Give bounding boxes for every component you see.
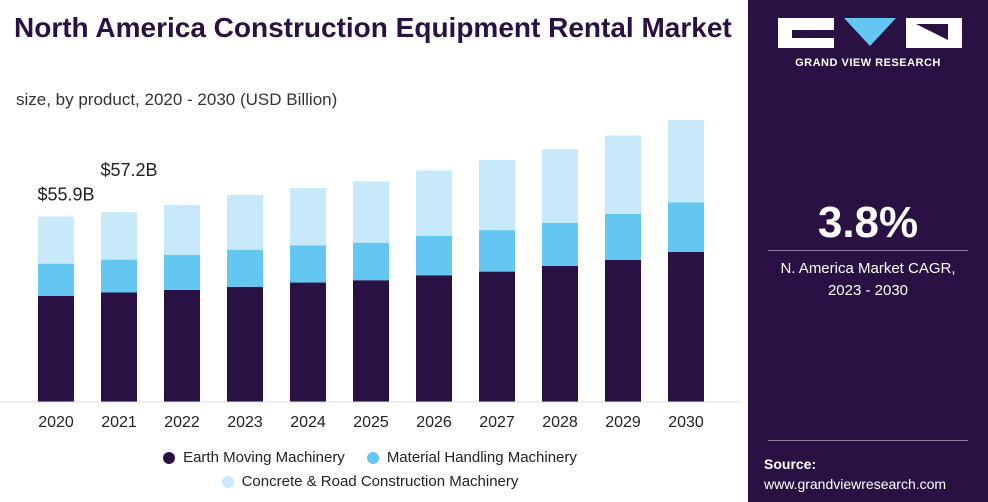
legend-row-2: Concrete & Road Construction Machinery — [0, 473, 740, 490]
bar-material-handling-2026 — [416, 235, 452, 276]
chart-title: North America Construction Equipment Ren… — [14, 12, 732, 43]
legend-label-material-handling: Material Handling Machinery — [386, 449, 577, 466]
x-tick-label-2020: 2020 — [38, 414, 74, 431]
bar-concrete-road-2027 — [479, 160, 515, 231]
bar-concrete-road-2022 — [164, 204, 200, 255]
grand-view-research-logo-icon — [778, 18, 962, 48]
legend-swatch-concrete-road — [221, 475, 234, 488]
source-title: Source: — [764, 456, 817, 472]
legend-swatch-earth-moving — [163, 451, 176, 464]
bar-earth-moving-2025 — [353, 280, 389, 402]
x-tick-label-2029: 2029 — [605, 414, 641, 431]
source-link[interactable]: www.grandviewresearch.com — [764, 476, 947, 492]
x-tick-label-2024: 2024 — [290, 414, 326, 431]
bar-material-handling-2025 — [353, 242, 389, 281]
cagr-divider — [768, 250, 968, 251]
legend-label-concrete-road: Concrete & Road Construction Machinery — [241, 473, 519, 490]
x-tick-label-2022: 2022 — [164, 414, 200, 431]
bar-material-handling-2028 — [542, 222, 578, 266]
bar-earth-moving-2027 — [479, 271, 515, 402]
x-tick-label-2021: 2021 — [101, 414, 137, 431]
bar-material-handling-2027 — [479, 230, 515, 272]
x-tick-label-2028: 2028 — [542, 414, 578, 431]
bar-material-handling-2030 — [668, 202, 704, 253]
bar-material-handling-2029 — [605, 213, 641, 260]
bar-material-handling-2023 — [227, 249, 263, 287]
bar-concrete-road-2024 — [290, 187, 326, 246]
legend-label-earth-moving: Earth Moving Machinery — [183, 449, 345, 466]
bar-concrete-road-2026 — [416, 170, 452, 236]
bar-material-handling-2021 — [101, 259, 137, 293]
bar-earth-moving-2029 — [605, 259, 641, 402]
data-label-2021: $57.2B — [100, 160, 157, 180]
legend-item-earth-moving: Earth Moving Machinery — [163, 449, 345, 466]
bar-concrete-road-2029 — [605, 135, 641, 214]
bar-earth-moving-2030 — [668, 252, 704, 402]
legend-swatch-material-handling — [366, 451, 379, 464]
bar-earth-moving-2024 — [290, 282, 326, 402]
x-tick-label-2030: 2030 — [668, 414, 704, 431]
bar-material-handling-2020 — [38, 263, 74, 296]
bar-concrete-road-2023 — [227, 194, 263, 250]
bar-concrete-road-2020 — [38, 216, 74, 264]
sidebar-panel: GRAND VIEW RESEARCH 3.8% N. America Mark… — [748, 0, 988, 502]
cagr-value: 3.8% — [817, 198, 919, 247]
source-divider — [768, 440, 968, 441]
bar-material-handling-2022 — [164, 254, 200, 290]
bar-earth-moving-2023 — [227, 286, 263, 402]
legend-item-concrete-road: Concrete & Road Construction Machinery — [221, 473, 519, 490]
x-tick-label-2025: 2025 — [353, 414, 389, 431]
bar-concrete-road-2030 — [668, 119, 704, 203]
x-tick-label-2027: 2027 — [479, 414, 515, 431]
data-label-2020: $55.9B — [37, 185, 94, 205]
bar-earth-moving-2028 — [542, 265, 578, 402]
cagr-label-line-1: N. America Market CAGR, — [780, 260, 956, 277]
stacked-bar-chart: 2020 2021 2022 2023 2024 2025 2026 2027 2028 2029… — [0, 119, 740, 431]
bar-earth-moving-2020 — [38, 295, 74, 402]
bar-earth-moving-2022 — [164, 289, 200, 402]
legend-row-1: Earth Moving Machinery Material Handling… — [0, 449, 740, 466]
cagr-label-line-2: 2023 - 2030 — [827, 282, 909, 299]
brand-name: GRAND VIEW RESEARCH — [795, 57, 941, 69]
x-tick-label-2026: 2026 — [416, 414, 452, 431]
legend-item-material-handling: Material Handling Machinery — [366, 449, 577, 466]
bar-earth-moving-2026 — [416, 275, 452, 402]
x-tick-label-2023: 2023 — [227, 414, 263, 431]
bar-concrete-road-2028 — [542, 149, 578, 223]
bar-material-handling-2024 — [290, 245, 326, 283]
bar-concrete-road-2025 — [353, 181, 389, 243]
bar-earth-moving-2021 — [101, 292, 137, 402]
bar-concrete-road-2021 — [101, 212, 137, 260]
cagr-label: N. America Market CAGR, 2023 - 2030 — [748, 258, 988, 302]
chart-subtitle: size, by product, 2020 - 2030 (USD Billi… — [16, 90, 338, 109]
